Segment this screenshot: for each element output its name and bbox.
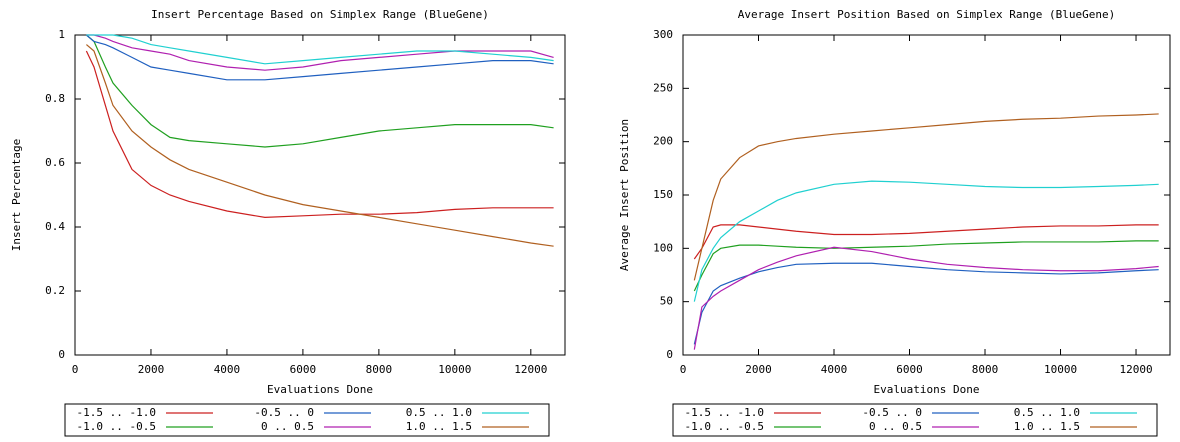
- legend-label: -0.5 .. 0: [862, 406, 922, 419]
- x-axis-label: Evaluations Done: [267, 383, 373, 396]
- y-tick-label: 150: [653, 188, 673, 201]
- x-tick-label: 2000: [138, 363, 165, 376]
- x-tick-label: 10000: [438, 363, 471, 376]
- y-tick-label: 0.6: [45, 156, 65, 169]
- x-tick-label: 0: [680, 363, 687, 376]
- legend-box: [672, 403, 1158, 437]
- y-tick-label: 0.8: [45, 92, 65, 105]
- y-tick-label: 0.2: [45, 284, 65, 297]
- legend-label: -0.5 .. 0: [254, 406, 314, 419]
- plot-frame: [682, 34, 1171, 356]
- series-line: [86, 44, 554, 247]
- y-tick-label: 0.4: [45, 220, 65, 233]
- series-line: [693, 240, 1159, 292]
- y-tick-label: 200: [653, 135, 673, 148]
- x-tick-label: 6000: [896, 363, 923, 376]
- y-axis-label: Average Insert Position: [618, 119, 631, 271]
- y-tick-label: 100: [653, 241, 673, 254]
- x-tick-label: 2000: [745, 363, 772, 376]
- series-line: [693, 180, 1159, 302]
- y-tick-label: 50: [660, 295, 673, 308]
- x-tick-label: 4000: [214, 363, 241, 376]
- y-tick-label: 300: [653, 28, 673, 41]
- legend-label: -1.5 .. -1.0: [685, 406, 764, 419]
- x-tick-label: 10000: [1044, 363, 1077, 376]
- x-tick-label: 8000: [366, 363, 393, 376]
- series-line: [86, 34, 554, 71]
- legend-label: 0.5 .. 1.0: [406, 406, 472, 419]
- series-line: [86, 34, 554, 65]
- series-line: [693, 224, 1159, 260]
- y-tick-label: 250: [653, 81, 673, 94]
- x-tick-label: 8000: [972, 363, 999, 376]
- legend-label: -1.0 .. -0.5: [685, 420, 764, 433]
- series-line: [86, 34, 554, 81]
- legend-label: 0.5 .. 1.0: [1014, 406, 1080, 419]
- legend-label: 1.0 .. 1.5: [406, 420, 472, 433]
- x-tick-label: 12000: [1119, 363, 1152, 376]
- chart-title: Average Insert Position Based on Simplex…: [738, 8, 1116, 21]
- y-axis-label: Insert Percentage: [10, 139, 23, 252]
- legend-label: 1.0 .. 1.5: [1014, 420, 1080, 433]
- x-axis-label: Evaluations Done: [874, 383, 980, 396]
- legend-label: -1.5 .. -1.0: [77, 406, 156, 419]
- x-tick-label: 12000: [514, 363, 547, 376]
- x-tick-label: 6000: [290, 363, 317, 376]
- series-line: [693, 246, 1159, 350]
- legend-label: 0 .. 0.5: [869, 420, 922, 433]
- legend-box: [64, 403, 550, 437]
- series-line: [693, 113, 1159, 281]
- y-tick-label: 1: [58, 28, 65, 41]
- series-line: [86, 34, 554, 148]
- x-tick-label: 0: [72, 363, 79, 376]
- x-tick-label: 4000: [821, 363, 848, 376]
- series-line: [85, 50, 554, 219]
- legend-label: 0 .. 0.5: [261, 420, 314, 433]
- chart-title: Insert Percentage Based on Simplex Range…: [151, 8, 489, 21]
- y-tick-label: 0: [58, 348, 65, 361]
- legend-label: -1.0 .. -0.5: [77, 420, 156, 433]
- plot-frame: [74, 34, 566, 356]
- y-tick-label: 0: [666, 348, 673, 361]
- series-line: [693, 262, 1159, 345]
